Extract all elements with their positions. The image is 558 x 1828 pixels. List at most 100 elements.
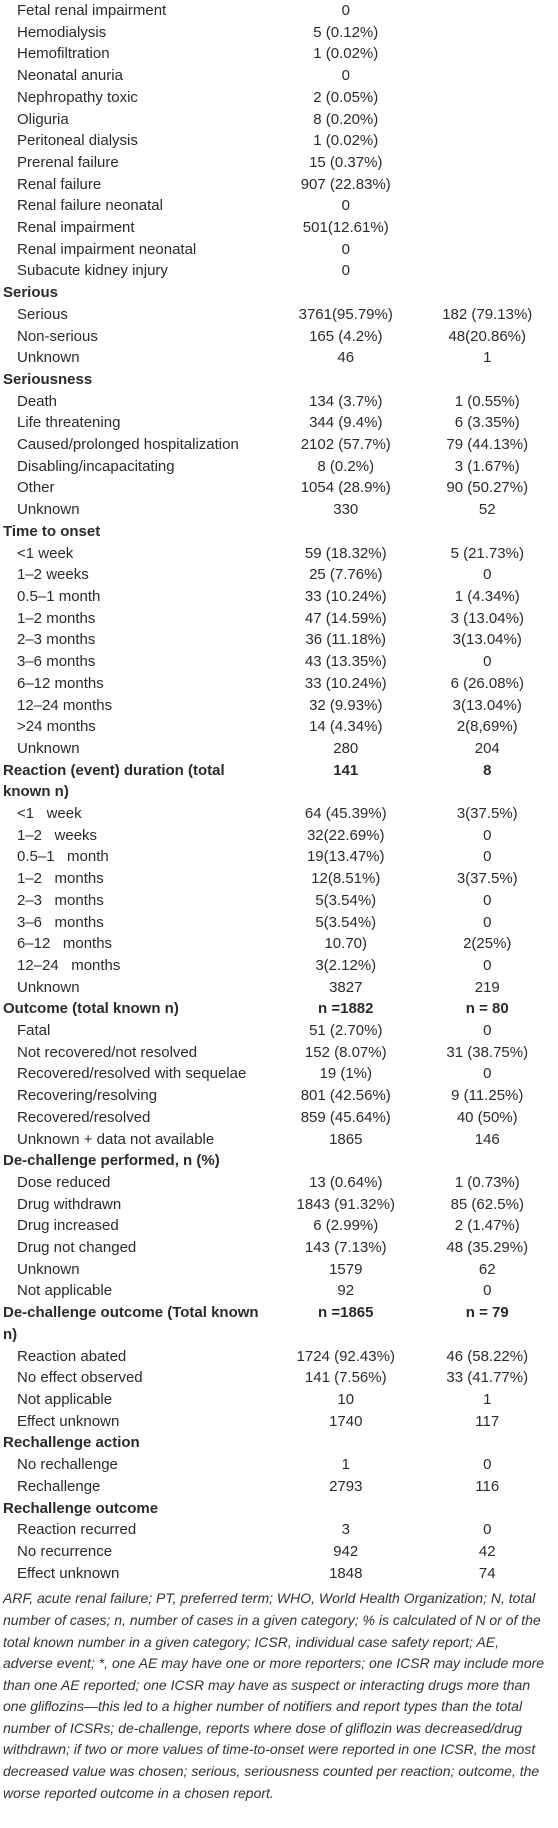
row-label: Disabling/incapacitating: [17, 457, 175, 475]
row-label: Death: [17, 392, 58, 410]
cell: 31 (38.75%): [446, 1043, 529, 1061]
cell: 3 (1.67%): [454, 457, 520, 475]
cell: 3(37.5%): [456, 870, 518, 888]
cell: [417, 43, 558, 65]
row-label: Nephropathy toxic: [17, 88, 138, 106]
table-row: 2–3 months 5(3.54%) 0: [0, 890, 558, 912]
cell: [417, 152, 558, 174]
cell: [417, 22, 558, 44]
cell: [417, 282, 558, 304]
row-label: Unknown: [17, 349, 80, 367]
cell: 182 (79.13%): [442, 305, 533, 323]
cell: 46 (58.22%): [446, 1347, 529, 1365]
cell: 5 (21.73%): [450, 544, 524, 562]
cell: 1 (4.34%): [454, 587, 520, 605]
footnote: ARF, acute renal failure; PT, preferred …: [3, 1590, 545, 1801]
cell: 32(22.69%): [306, 826, 385, 844]
section-heading: De-challenge outcome (Total known n) n =1…: [0, 1302, 558, 1345]
cell: 0: [341, 197, 350, 215]
table-row: Recovered/resolved 859 (45.64%) 40 (50%): [0, 1107, 558, 1129]
cell: 48 (35.29%): [446, 1239, 529, 1257]
row-label: Prerenal failure: [17, 153, 119, 171]
section-heading: Reaction (event) duration (total known n…: [0, 760, 558, 803]
row-label: 1–2 months: [17, 609, 96, 627]
table-row: 3–6 months 5(3.54%) 0: [0, 912, 558, 934]
cell: 12(8.51%): [311, 870, 381, 888]
cell: 2793: [329, 1477, 363, 1495]
table-row: Reaction recurred 3 0: [0, 1519, 558, 1541]
cell: 0: [341, 67, 350, 85]
cell: 10: [337, 1391, 355, 1408]
cell: n = 79: [465, 1304, 509, 1322]
cell: [417, 65, 558, 87]
table-row: Renal failure neonatal 0: [0, 195, 558, 217]
table-row: No rechallenge 1 0: [0, 1454, 558, 1476]
cell: [417, 521, 558, 543]
row-label: Caused/prolonged hospitalization: [17, 436, 239, 454]
row-label: Unknown: [17, 739, 80, 757]
cell: 5(3.54%): [315, 913, 377, 931]
cell: 801 (42.56%): [300, 1087, 391, 1105]
row-label: Reaction recurred: [17, 1521, 137, 1539]
cell: 0: [483, 1022, 492, 1040]
row-label: 2–3 months: [17, 891, 104, 909]
cell: 1: [483, 1391, 492, 1408]
cell: 0: [483, 1456, 492, 1474]
cell: [417, 174, 558, 196]
table-row: 12–24 months 3(2.12%) 0: [0, 955, 558, 977]
table-row: <1 week 64 (45.39%) 3(37.5%): [0, 803, 558, 825]
row-label: No effect observed: [17, 1369, 143, 1387]
cell: 134 (3.7%): [309, 392, 383, 410]
cell: [417, 1432, 558, 1454]
row-label: Renal impairment neonatal: [17, 240, 197, 258]
row-label: Peritoneal dialysis: [17, 132, 138, 150]
table-row: Fetal renal impairment 0: [0, 0, 558, 22]
row-label: Effect unknown: [17, 1564, 120, 1582]
table-row: 1–2 months 47 (14.59%) 3 (13.04%): [0, 608, 558, 630]
row-label: Serious: [3, 284, 59, 302]
row-label: Not applicable: [17, 1391, 113, 1408]
cell: 19(13.47%): [306, 848, 385, 866]
cell: 6 (26.08%): [450, 674, 524, 692]
cell: 9 (11.25%): [451, 1087, 524, 1105]
cell: 280: [333, 739, 359, 757]
cell: 46: [337, 349, 355, 367]
cell: 8: [483, 761, 492, 779]
cell: 146: [474, 1130, 500, 1148]
row-label: Rechallenge: [17, 1477, 101, 1495]
section-heading: Seriousness: [0, 369, 558, 391]
row-label: 1–2 weeks: [17, 826, 98, 844]
cell: 1054 (28.9%): [300, 479, 391, 497]
row-label: Not applicable: [17, 1282, 113, 1300]
cell: 152 (8.07%): [304, 1043, 387, 1061]
cell: 1848: [329, 1564, 363, 1582]
cell: 117: [475, 1412, 500, 1430]
row-label: Non-serious: [17, 327, 98, 345]
table-row: Unknown 46 1: [0, 347, 558, 369]
cell: 0: [483, 956, 492, 974]
section-heading: Time to onset: [0, 521, 558, 543]
table-row: Death 134 (3.7%) 1 (0.55%): [0, 391, 558, 413]
row-label: Subacute kidney injury: [17, 262, 168, 280]
cell: 0: [483, 1282, 492, 1300]
row-label: Drug withdrawn: [17, 1195, 122, 1213]
table-row: 1–2 weeks 32(22.69%) 0: [0, 825, 558, 847]
cell: 0: [483, 1065, 492, 1083]
cell: 1: [483, 349, 492, 367]
table-row: Not applicable 10 1: [0, 1389, 558, 1411]
table-row: Drug not changed 143 (7.13%) 48 (35.29%): [0, 1237, 558, 1259]
cell: 1: [341, 1456, 350, 1474]
cell: 0: [483, 913, 492, 931]
table-row: 2–3 months 36 (11.18%) 3(13.04%): [0, 629, 558, 651]
table-row: Renal impairment 501(12.61%): [0, 217, 558, 239]
table-row: Not applicable 92 0: [0, 1280, 558, 1302]
cell: 0: [483, 848, 492, 866]
cell: 1579: [329, 1260, 363, 1278]
row-label: Renal failure neonatal: [17, 197, 163, 215]
table-row: Not recovered/not resolved 152 (8.07%) 31 …: [0, 1042, 558, 1064]
row-label: Unknown: [17, 1260, 80, 1278]
row-label: Dose reduced: [17, 1173, 111, 1191]
cell: [417, 130, 558, 152]
row-label: De-challenge performed, n (%): [3, 1152, 220, 1170]
